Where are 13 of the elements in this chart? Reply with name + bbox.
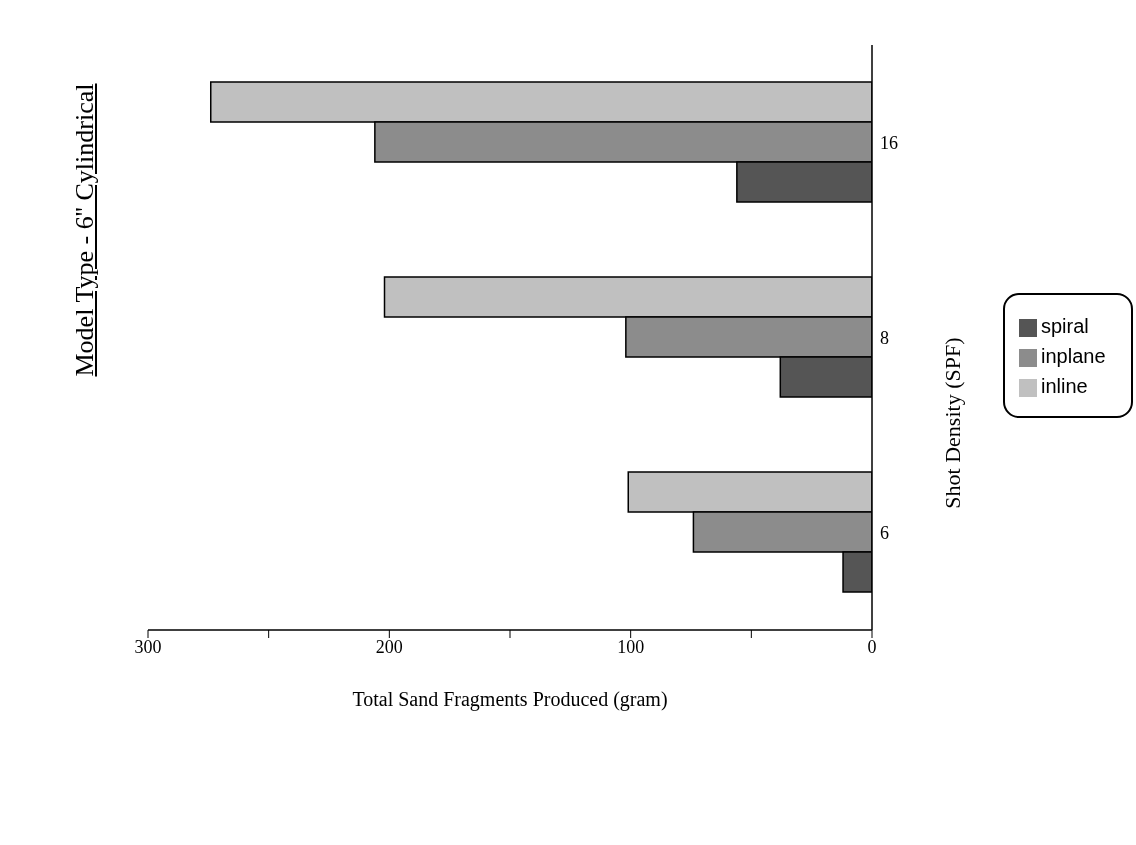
y-axis-title: Shot Density (SPF) xyxy=(939,337,965,509)
x-tick-label: 200 xyxy=(375,636,403,657)
legend-label: inplane xyxy=(1041,345,1106,367)
y-tick-label: 16 xyxy=(880,132,898,153)
x-axis-title: Total Sand Fragments Produced (gram) xyxy=(352,688,668,711)
legend-label: spiral xyxy=(1041,315,1089,337)
legend-label: inline xyxy=(1041,375,1088,397)
y-tick-label: 8 xyxy=(880,327,889,348)
x-tick-label: 0 xyxy=(867,636,877,657)
x-tick-label: 300 xyxy=(134,636,162,657)
text: Model Type - 6'' Cylindrical xyxy=(69,82,100,379)
x-tick-label: 100 xyxy=(617,636,645,657)
y-tick-label: 6 xyxy=(880,522,889,543)
